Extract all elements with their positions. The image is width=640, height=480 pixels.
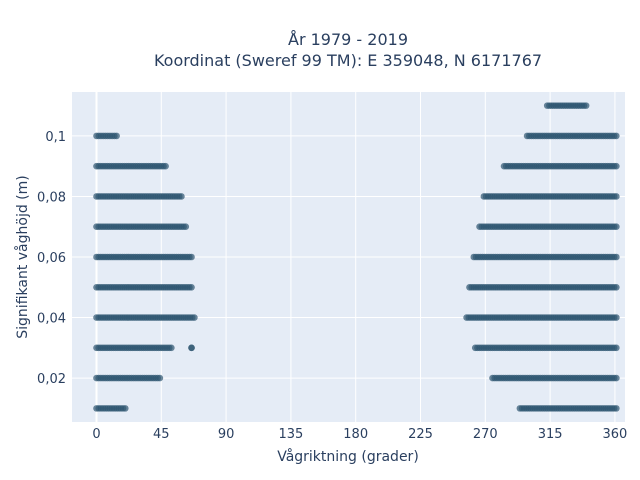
x-tick-label-5: 225 [408, 427, 433, 442]
data-point [613, 193, 620, 200]
band-4-segment-1 [466, 283, 620, 291]
data-point [613, 132, 620, 140]
data-point [613, 223, 620, 231]
band-9-segment-1 [523, 132, 620, 140]
band-6-segment-0 [93, 223, 190, 231]
data-point [188, 253, 195, 261]
data-point [121, 405, 129, 412]
x-tick-label-7: 315 [538, 427, 563, 442]
data-point [168, 344, 175, 352]
band-0-segment-1 [516, 405, 620, 412]
data-point [613, 374, 620, 382]
band-2-segment-1 [188, 344, 195, 352]
data-point [156, 374, 164, 382]
band-0-segment-0 [93, 405, 129, 412]
band-6-segment-1 [476, 223, 620, 231]
data-point [113, 132, 120, 140]
data-point [582, 102, 590, 109]
band-4-segment-0 [93, 283, 195, 291]
x-tick-label-8: 360 [603, 427, 628, 442]
band-2-segment-0 [93, 344, 175, 352]
y-tick-label-2: 0,06 [37, 251, 66, 266]
data-point [613, 344, 620, 352]
data-point [613, 283, 620, 291]
data-point [613, 162, 620, 170]
band-10-segment-0 [543, 102, 590, 109]
band-2-segment-2 [471, 344, 620, 352]
x-tick-label-6: 270 [473, 427, 498, 442]
data-point [613, 314, 620, 321]
x-axis-title: Vågriktning (grader) [277, 448, 419, 465]
x-tick-labels: 0 45 90 135 180 225 270 315 360 [92, 427, 627, 442]
band-7-segment-0 [93, 193, 185, 200]
data-point [188, 344, 195, 352]
chart-title-line1: År 1979 - 2019 [288, 30, 408, 49]
band-3-segment-0 [93, 314, 198, 321]
data-points [93, 102, 620, 412]
y-tick-label-3: 0,08 [37, 190, 66, 205]
band-8-segment-1 [500, 162, 620, 170]
x-tick-label-3: 135 [278, 427, 303, 442]
band-1-segment-1 [489, 374, 620, 382]
data-point [188, 283, 195, 291]
band-7-segment-1 [480, 193, 620, 200]
x-tick-label-0: 0 [92, 427, 100, 442]
data-point [162, 162, 169, 170]
data-point [613, 253, 620, 261]
band-5-segment-0 [93, 253, 195, 261]
y-axis-title: Signifikant våghöjd (m) [14, 175, 31, 338]
y-tick-label-4: 0,1 [45, 130, 66, 145]
band-5-segment-1 [470, 253, 620, 261]
y-tick-label-1: 0,04 [37, 312, 66, 327]
data-point [182, 223, 190, 231]
x-tick-label-2: 90 [218, 427, 235, 442]
y-tick-label-0: 0,02 [37, 372, 66, 387]
band-3-segment-1 [463, 314, 620, 321]
chart-title-line2: Koordinat (Sweref 99 TM): E 359048, N 61… [154, 51, 542, 70]
data-point [613, 405, 620, 412]
x-tick-label-1: 45 [153, 427, 170, 442]
x-tick-label-4: 180 [343, 427, 368, 442]
data-point [178, 193, 185, 200]
band-8-segment-0 [93, 162, 169, 170]
y-tick-labels: 0,02 0,04 0,06 0,08 0,1 [37, 130, 66, 387]
band-1-segment-0 [93, 374, 164, 382]
band-9-segment-0 [93, 132, 120, 140]
data-point [191, 314, 198, 321]
